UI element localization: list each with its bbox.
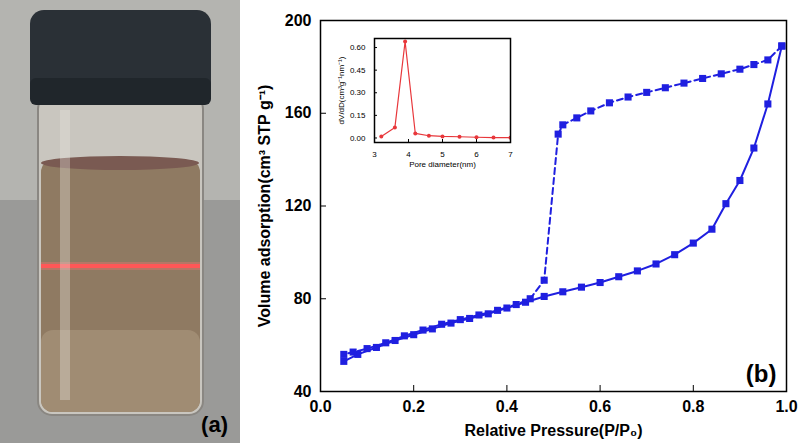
svg-text:0.00: 0.00 — [350, 134, 366, 143]
svg-text:4: 4 — [406, 150, 411, 159]
svg-text:0.8: 0.8 — [682, 398, 704, 415]
svg-text:Volume adsorption(cm³ STP g⁻¹): Volume adsorption(cm³ STP g⁻¹) — [256, 85, 273, 328]
svg-text:7: 7 — [508, 150, 513, 159]
svg-text:1.0: 1.0 — [775, 398, 797, 415]
svg-text:6: 6 — [474, 150, 479, 159]
svg-text:40: 40 — [293, 382, 312, 400]
svg-text:dV/dD(cm³g⁻¹nm⁻¹): dV/dD(cm³g⁻¹nm⁻¹) — [337, 56, 346, 124]
svg-text:120: 120 — [285, 197, 312, 214]
svg-text:0.30: 0.30 — [350, 88, 366, 97]
svg-text:200: 200 — [285, 12, 312, 29]
svg-text:0.15: 0.15 — [350, 111, 366, 120]
svg-text:3: 3 — [372, 150, 377, 159]
svg-text:160: 160 — [285, 104, 312, 121]
svg-text:(a): (a) — [201, 412, 228, 437]
svg-text:Pore diameter(nm): Pore diameter(nm) — [409, 160, 476, 169]
svg-text:0.45: 0.45 — [350, 66, 366, 75]
svg-text:0.2: 0.2 — [403, 398, 425, 415]
svg-text:0.4: 0.4 — [496, 398, 518, 415]
svg-text:0.6: 0.6 — [589, 398, 611, 415]
svg-text:Relative Pressure(P/P₀): Relative Pressure(P/P₀) — [465, 422, 643, 439]
svg-text:0.60: 0.60 — [350, 43, 366, 52]
svg-text:0.0: 0.0 — [309, 398, 331, 415]
svg-text:5: 5 — [440, 150, 445, 159]
svg-text:(b): (b) — [746, 360, 777, 387]
svg-text:80: 80 — [294, 290, 312, 307]
